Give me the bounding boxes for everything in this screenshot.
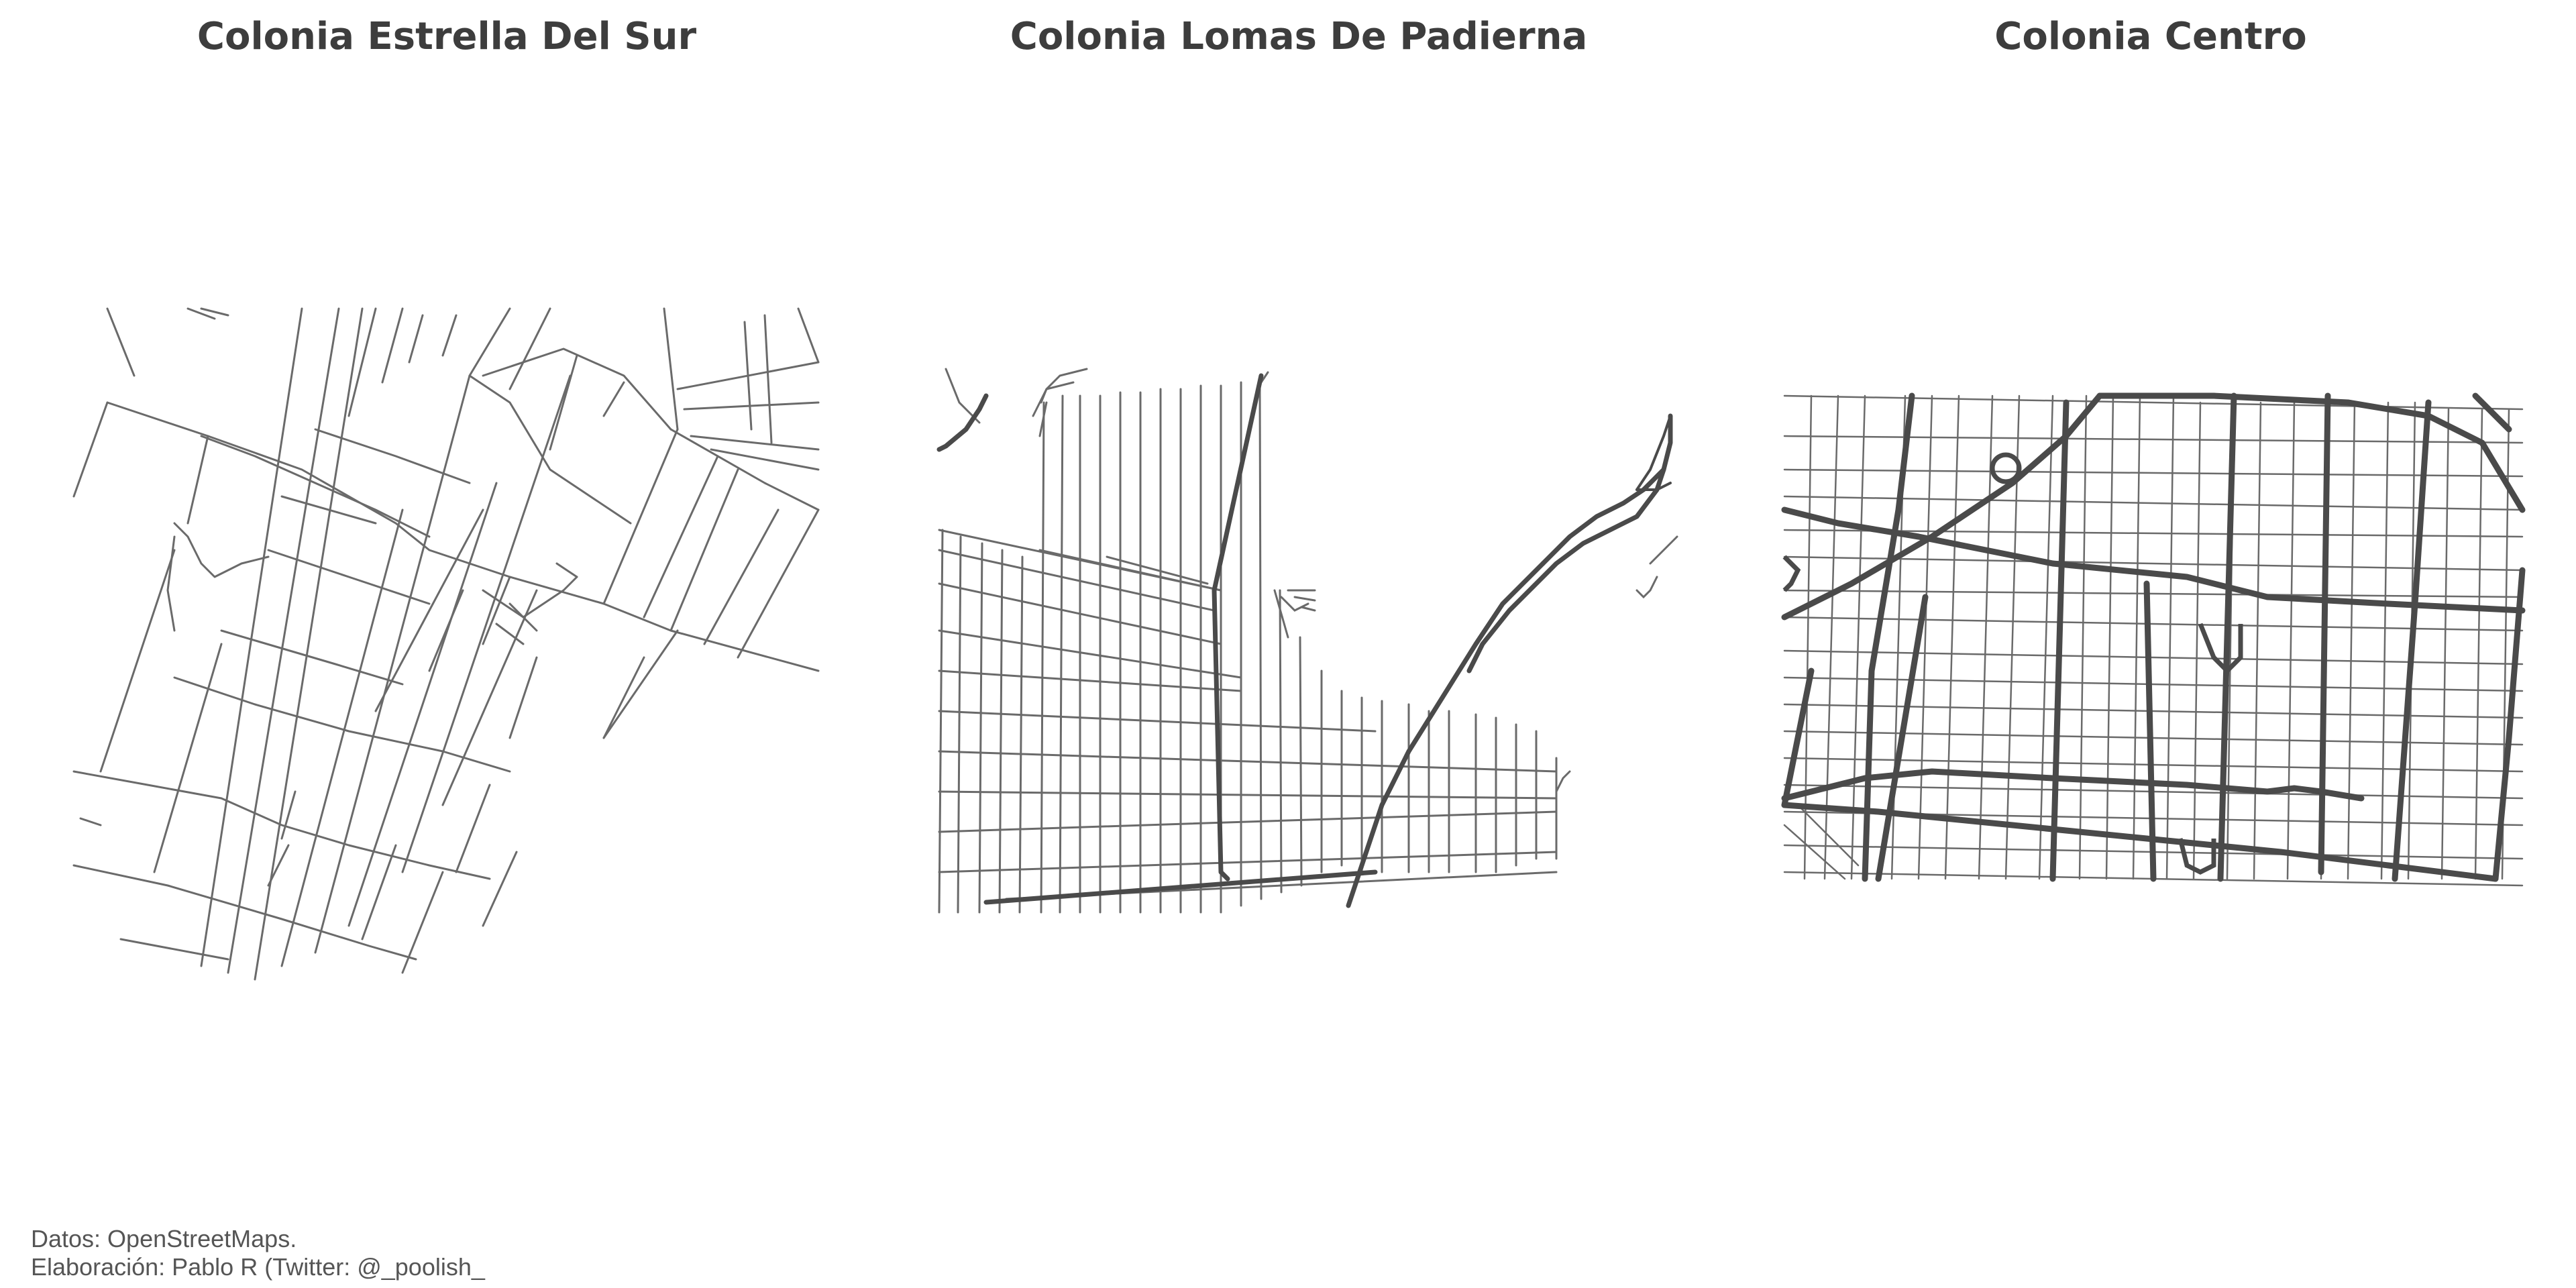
author-caption: Elaboración: Pablo R (Twitter: @_poolish… (31, 1253, 485, 1281)
data-source-caption: Datos: OpenStreetMaps. (31, 1225, 297, 1253)
